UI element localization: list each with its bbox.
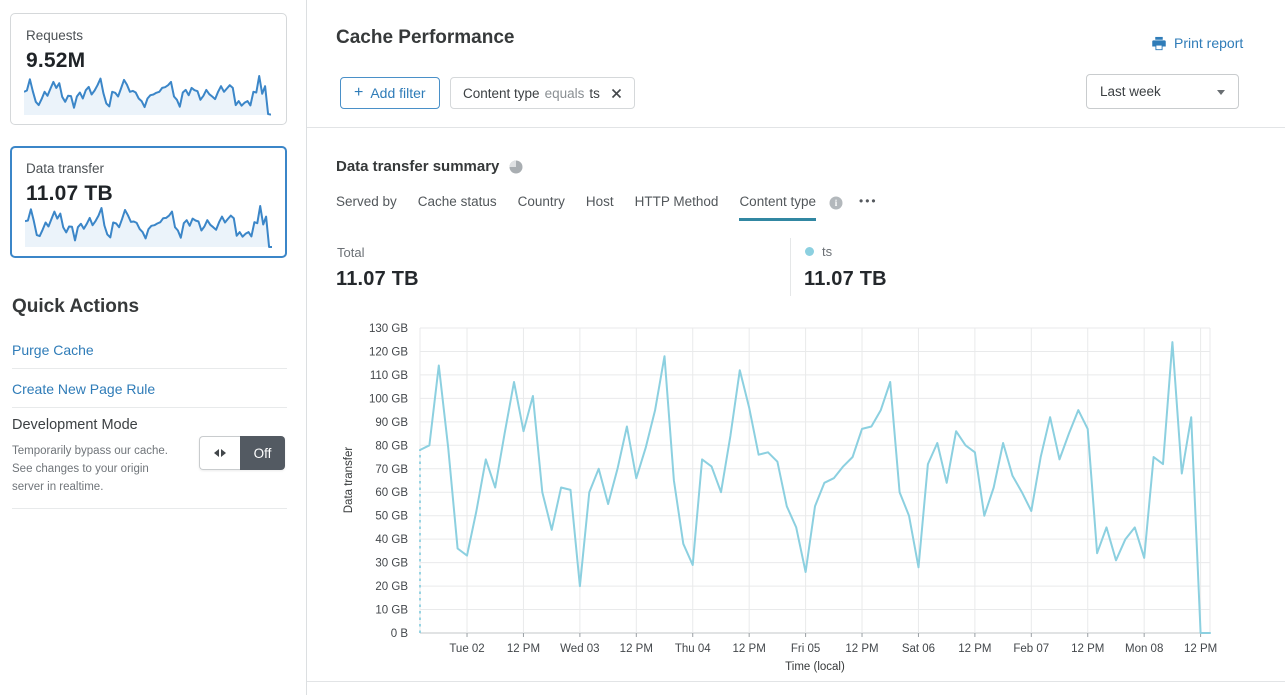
svg-text:0 B: 0 B (391, 628, 409, 640)
total-label: Total (337, 245, 365, 260)
requests-card-label: Requests (26, 28, 84, 43)
svg-text:30 GB: 30 GB (375, 558, 408, 570)
breakdown-tabs: Served by Cache status Country Host HTTP Met… (336, 194, 878, 221)
create-page-rule-link[interactable]: Create New Page Rule (12, 381, 156, 397)
filter-field: Content type (463, 85, 540, 101)
requests-sparkline (24, 75, 271, 116)
development-mode-toggle[interactable]: Off (199, 436, 285, 470)
x-axis-title: Time (local) (785, 661, 845, 673)
divider (12, 368, 287, 369)
legend-dot (805, 247, 814, 256)
svg-text:40 GB: 40 GB (375, 534, 408, 546)
toggle-arrows-icon[interactable] (199, 436, 240, 470)
tab-http-method[interactable]: HTTP Method (634, 194, 719, 209)
time-range-dropdown[interactable]: Last week (1086, 74, 1239, 109)
tab-host[interactable]: Host (585, 194, 614, 209)
svg-text:12 PM: 12 PM (958, 643, 991, 655)
svg-text:20 GB: 20 GB (375, 581, 408, 593)
pie-chart-icon (509, 160, 523, 173)
remove-filter-icon[interactable] (611, 88, 622, 99)
svg-text:100 GB: 100 GB (369, 393, 408, 405)
svg-text:Mon 08: Mon 08 (1125, 643, 1163, 655)
svg-text:60 GB: 60 GB (375, 487, 408, 499)
purge-cache-link[interactable]: Purge Cache (12, 342, 94, 358)
y-axis-title: Data transfer (343, 447, 355, 514)
svg-text:Tue 02: Tue 02 (449, 643, 484, 655)
svg-text:12 PM: 12 PM (507, 643, 540, 655)
print-report-label: Print report (1174, 35, 1244, 51)
data-transfer-card-label: Data transfer (26, 161, 105, 176)
svg-text:12 PM: 12 PM (733, 643, 766, 655)
svg-text:Thu 04: Thu 04 (675, 643, 711, 655)
svg-text:50 GB: 50 GB (375, 511, 408, 523)
divider (12, 407, 287, 408)
header-divider (307, 127, 1285, 128)
more-tabs-button[interactable]: ••• (859, 194, 878, 208)
data-transfer-sparkline (25, 205, 272, 248)
legend-label: ts (822, 244, 833, 259)
page-title: Cache Performance (336, 27, 515, 48)
total-value: 11.07 TB (336, 268, 419, 290)
time-range-value: Last week (1100, 84, 1161, 99)
svg-text:12 PM: 12 PM (845, 643, 878, 655)
x-grid-and-labels: Tue 02 12 PM Wed 03 12 PM Thu 04 12 PM Fri 05 1… (419, 328, 1217, 655)
tab-cache-status[interactable]: Cache status (417, 194, 497, 209)
series-line-ts (419, 341, 1211, 634)
development-mode-label: Development Mode (12, 417, 138, 433)
svg-text:12 PM: 12 PM (1071, 643, 1104, 655)
chevron-down-icon (1217, 90, 1225, 95)
requests-card[interactable]: Requests 9.52M (10, 13, 287, 125)
add-filter-button[interactable]: + Add filter (340, 77, 440, 109)
tab-country[interactable]: Country (517, 194, 565, 209)
data-transfer-card-value: 11.07 TB (26, 182, 113, 205)
svg-text:80 GB: 80 GB (375, 440, 408, 452)
svg-text:70 GB: 70 GB (375, 464, 408, 476)
legend-value: 11.07 TB (804, 268, 887, 290)
add-filter-label: Add filter (370, 85, 426, 101)
svg-text:110 GB: 110 GB (370, 370, 408, 382)
toggle-state-off[interactable]: Off (240, 436, 285, 470)
summary-title: Data transfer summary (336, 158, 500, 175)
plus-icon: + (354, 83, 364, 101)
svg-text:Wed 03: Wed 03 (560, 643, 599, 655)
printer-icon (1152, 36, 1166, 50)
y-grid-and-labels: 0 B 10 GB 20 GB 30 GB 40 GB 50 GB 60 GB 70 GB 80… (369, 323, 1210, 640)
data-transfer-card[interactable]: Data transfer 11.07 TB (10, 146, 287, 258)
data-transfer-chart[interactable]: 0 B 10 GB 20 GB 30 GB 40 GB 50 GB 60 GB 70 GB 80… (336, 315, 1250, 681)
summary-title-row: Data transfer summary (336, 158, 523, 175)
legend-entry-ts: ts (805, 244, 832, 259)
filter-chip: Content type equals ts (450, 77, 635, 109)
quick-actions-title: Quick Actions (12, 296, 140, 317)
svg-text:12 PM: 12 PM (1184, 643, 1217, 655)
requests-card-value: 9.52M (26, 49, 86, 72)
svg-text:Sat 06: Sat 06 (902, 643, 935, 655)
svg-text:12 PM: 12 PM (620, 643, 653, 655)
print-report-button[interactable]: Print report (1151, 35, 1243, 51)
section-divider (307, 681, 1285, 682)
svg-text:Fri 05: Fri 05 (791, 643, 820, 655)
svg-text:90 GB: 90 GB (375, 417, 408, 429)
analytics-sidebar: Requests 9.52M Data transfer 11.07 TB Qu… (0, 0, 307, 695)
svg-text:120 GB: 120 GB (369, 346, 408, 358)
svg-text:i: i (835, 198, 838, 208)
filter-value: ts (589, 85, 600, 101)
filter-operator: equals (544, 85, 585, 101)
tab-served-by[interactable]: Served by (336, 194, 397, 209)
svg-text:Feb 07: Feb 07 (1013, 643, 1049, 655)
svg-text:130 GB: 130 GB (369, 323, 408, 335)
divider (12, 508, 287, 509)
svg-text:10 GB: 10 GB (375, 605, 408, 617)
tab-content-type[interactable]: Content type (739, 194, 816, 221)
stats-divider (790, 238, 791, 296)
development-mode-description: Temporarily bypass our cache. See change… (12, 445, 168, 494)
info-icon[interactable]: i (829, 196, 843, 210)
